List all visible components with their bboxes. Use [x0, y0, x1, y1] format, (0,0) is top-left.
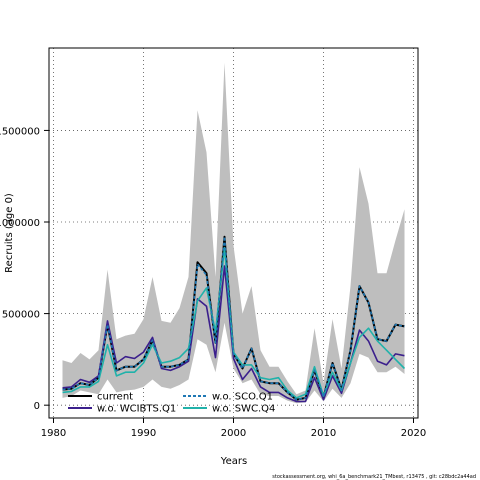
x-tick-label: 1980: [41, 428, 66, 439]
series-line-3: [62, 246, 406, 399]
series-line-2: [62, 235, 405, 401]
confidence-band: [62, 62, 405, 404]
footer-source-text: stockassessment.org, whi_6a_benchmark21_…: [272, 474, 476, 480]
y-tick-label: 500000: [2, 310, 40, 321]
legend-label: w.o. SCO.Q1: [212, 392, 273, 403]
y-tick-label: 1500000: [0, 126, 40, 137]
x-axis: 1980 1990 2000 2010 2020: [41, 418, 426, 439]
x-tick-label: 2020: [401, 428, 426, 439]
y-axis: 0 500000 1000000 1500000: [0, 126, 49, 412]
y-axis-title: Recruits (age 0): [4, 193, 15, 273]
x-axis-title: Years: [220, 456, 247, 467]
series-lines: [62, 235, 406, 403]
y-tick-label: 0: [34, 401, 40, 412]
legend-label: w.o. WCIBTS.Q1: [97, 404, 176, 415]
x-tick-label: 2000: [221, 428, 246, 439]
legend-label: w.o. SWC.Q4: [212, 404, 275, 415]
x-tick-label: 1990: [131, 428, 156, 439]
y-tick-label: 1000000: [0, 218, 40, 229]
legend-label: current: [97, 392, 133, 403]
x-tick-label: 2010: [311, 428, 336, 439]
